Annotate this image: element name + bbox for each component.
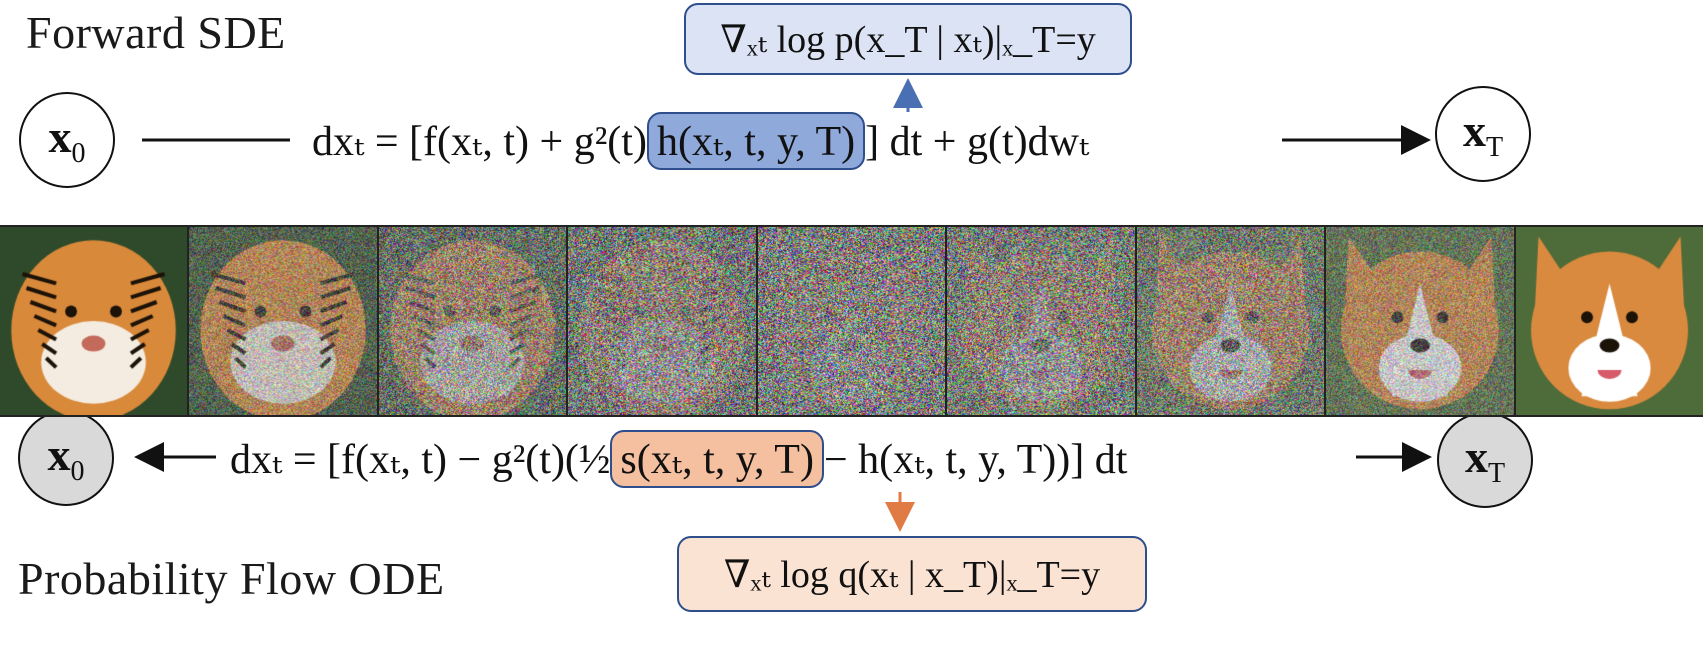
probability-flow-equation: dxₜ = [f(xₜ, t) − g²(t)(½ s(xₜ, t, y, T) −…	[230, 430, 1127, 488]
strip-frame-9	[1515, 227, 1703, 415]
strip-frame-7	[1136, 227, 1327, 415]
node-label: xT	[1462, 104, 1504, 164]
strip-frame-6	[947, 227, 1137, 415]
strip-frame-3	[378, 227, 569, 415]
forward-callout-text: ∇ₓₜ log p(x_T | xₜ)|ₓ_T=y	[720, 18, 1096, 61]
strip-frame-image	[947, 227, 1135, 415]
backward-eq-post: − h(xₜ, t, y, T))] dt	[823, 437, 1128, 483]
strip-frame-image	[1326, 227, 1514, 415]
forward-sde-equation: dxₜ = [f(xₜ, t) + g²(t) h(xₜ, t, y, T)] d…	[312, 112, 1089, 170]
backward-callout-text: ∇ₓₜ log q(xₜ | x_T)|ₓ_T=y	[723, 553, 1101, 596]
strip-frame-4	[568, 227, 758, 415]
strip-frame-image	[568, 227, 756, 415]
strip-frame-image	[1136, 227, 1325, 415]
backward-score-highlight: s(xₜ, t, y, T)	[610, 430, 824, 488]
strip-frame-image	[378, 227, 567, 415]
strip-frame-2	[189, 227, 379, 415]
strip-frame-image	[1515, 227, 1703, 415]
backward-score-callout: ∇ₓₜ log q(xₜ | x_T)|ₓ_T=y	[677, 536, 1147, 612]
node-label: x0	[48, 110, 86, 170]
strip-frame-image	[189, 227, 377, 415]
forward-eq-post: ] dt + g(t)dwₜ	[865, 119, 1090, 165]
strip-frame-image	[757, 227, 946, 415]
strip-frame-1	[0, 227, 190, 415]
forward-start-node: x0	[19, 92, 115, 188]
backward-eq-pre: dxₜ = [f(xₜ, t) − g²(t)(½	[230, 437, 611, 483]
image-strip	[0, 225, 1703, 417]
probability-flow-ode-title: Probability Flow ODE	[18, 553, 445, 604]
backward-start-node: x0	[18, 410, 114, 506]
forward-eq-pre: dxₜ = [f(xₜ, t) + g²(t)	[312, 119, 647, 165]
strip-frame-image	[0, 227, 188, 415]
forward-sde-title: Forward SDE	[26, 7, 286, 58]
strip-frame-8	[1326, 227, 1516, 415]
forward-end-node: xT	[1435, 86, 1531, 182]
backward-end-node: xT	[1437, 412, 1533, 508]
node-label: x0	[47, 428, 85, 488]
strip-frame-5	[757, 227, 948, 415]
node-label: xT	[1464, 430, 1506, 490]
forward-score-callout: ∇ₓₜ log p(x_T | xₜ)|ₓ_T=y	[684, 3, 1132, 75]
forward-drift-highlight: h(xₜ, t, y, T)	[646, 112, 866, 170]
